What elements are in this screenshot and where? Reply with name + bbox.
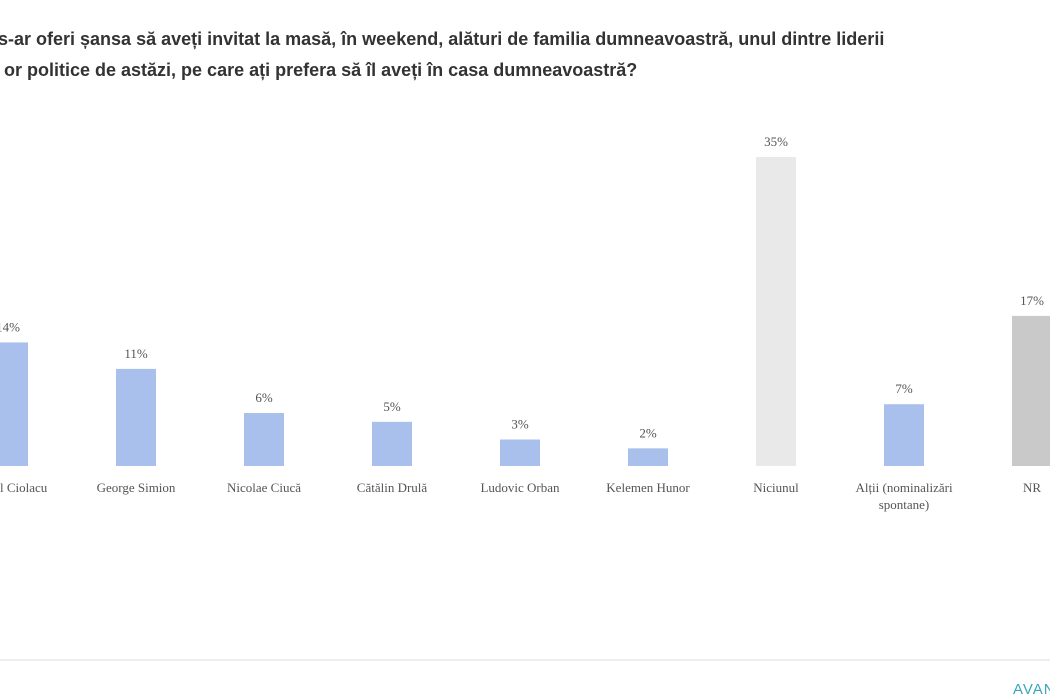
- value-label: 35%: [764, 134, 788, 149]
- bar: [244, 413, 284, 466]
- value-label: 3%: [511, 416, 529, 431]
- x-tick-label: Alții (nominalizări spontane): [855, 480, 953, 512]
- bar: [756, 157, 796, 466]
- value-label: 11%: [124, 346, 148, 361]
- bar: [116, 368, 156, 466]
- x-tick-label: Cătălin Drulă: [356, 480, 428, 495]
- value-label: 5%: [383, 399, 401, 414]
- value-label: 2%: [639, 425, 657, 440]
- chart-title: s-ar oferi șansa să aveți invitat la mas…: [0, 29, 884, 49]
- value-label: 14%: [0, 319, 20, 334]
- bar: [372, 421, 412, 466]
- x-tick-label: Ludovic Orban: [480, 480, 560, 495]
- chart-title: or politice de astăzi, pe care ați prefe…: [4, 60, 637, 80]
- value-label: 17%: [1020, 293, 1044, 308]
- logo: AVANG: [1013, 681, 1050, 698]
- bar: [500, 439, 540, 466]
- bar: [628, 448, 668, 466]
- x-tick-label: l Ciolacu: [0, 480, 48, 495]
- x-tick-label: Kelemen Hunor: [606, 480, 690, 495]
- bar: [1012, 315, 1050, 466]
- bar: [884, 404, 924, 466]
- x-tick-label: George Simion: [96, 480, 176, 495]
- value-label: 7%: [895, 381, 913, 396]
- value-label: 6%: [255, 390, 273, 405]
- x-tick-label: Niciunul: [753, 480, 799, 495]
- x-tick-label: NR: [1022, 480, 1042, 495]
- x-tick-label: Nicolae Ciucă: [227, 480, 301, 495]
- bar: [0, 342, 28, 466]
